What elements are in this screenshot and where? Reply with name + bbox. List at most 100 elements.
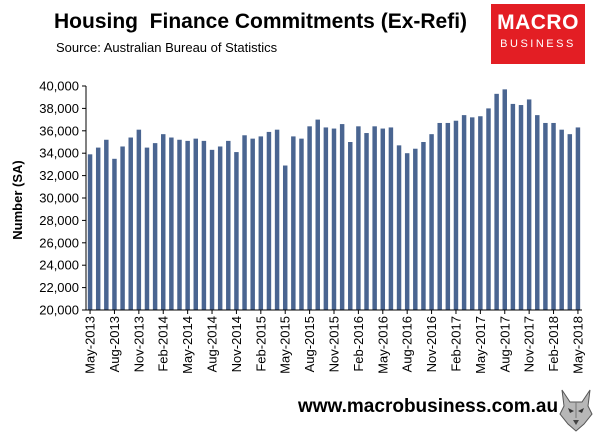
x-tick-label: May-2017: [473, 316, 488, 374]
bar-Apr-2017: [469, 117, 475, 310]
bar-Mar-2018: [559, 129, 564, 310]
bar-Dec-2017: [535, 115, 540, 311]
bar-May-2017: [478, 116, 483, 311]
x-tick-label: May-2015: [278, 316, 293, 374]
bar-Sep-2016: [413, 148, 418, 310]
y-tick-label: 20,000: [39, 303, 79, 318]
y-tick-label: 22,000: [39, 280, 79, 295]
x-tick-label: Feb-2015: [253, 316, 268, 372]
x-tick-label: Feb-2014: [156, 316, 171, 372]
bar-Jan-2017: [445, 122, 451, 311]
x-tick-label: May-2013: [83, 316, 98, 374]
bar-Nov-2015: [331, 128, 337, 310]
y-axis-label: Number (SA): [10, 160, 25, 239]
bar-Aug-2015: [307, 126, 312, 310]
bar-May-2016: [380, 128, 386, 310]
x-tick-label: Feb-2016: [351, 316, 366, 372]
bar-Sep-2017: [510, 103, 516, 310]
bar-Jul-2015: [299, 138, 304, 310]
bar-Jun-2015: [291, 136, 296, 310]
bar-Sep-2014: [217, 146, 223, 310]
bar-chart: 20,000 22,000 24,000 26,000 28,000 30,000 32,0…: [10, 79, 585, 374]
bar-Jun-2017: [486, 108, 491, 311]
bar-Dec-2014: [242, 135, 247, 310]
x-tick-label: Aug-2017: [497, 316, 512, 372]
chart-title: Housing Finance Commitments (Ex-Refi): [54, 10, 468, 33]
bar-Jul-2013: [104, 139, 109, 310]
bar-Nov-2014: [234, 152, 239, 310]
bar-Apr-2014: [177, 139, 182, 310]
bar-Nov-2017: [526, 99, 532, 310]
bar-Jul-2017: [494, 93, 499, 310]
x-tick-label: Feb-2017: [448, 316, 463, 372]
bar-Oct-2017: [518, 105, 524, 310]
bar-May-2013: [87, 154, 93, 310]
x-tick-label: Nov-2016: [424, 316, 439, 372]
bar-Jul-2014: [201, 140, 207, 310]
bar-Apr-2018: [567, 134, 573, 310]
y-axis-ticks: 20,000 22,000 24,000 26,000 28,000 30,000 32,0…: [39, 79, 86, 318]
y-tick-label: 36,000: [39, 123, 79, 138]
bar-May-2015: [282, 165, 288, 310]
bar-Mar-2016: [364, 133, 369, 310]
bar-Jan-2016: [348, 142, 353, 310]
bar-Dec-2013: [144, 147, 150, 310]
bar-Feb-2017: [453, 120, 459, 310]
y-tick-label: 30,000: [39, 191, 79, 206]
x-tick-label: Aug-2014: [205, 316, 220, 372]
bar-Oct-2015: [323, 127, 329, 310]
bar-Oct-2016: [421, 142, 426, 310]
y-tick-label: 38,000: [39, 101, 79, 116]
bar-Oct-2013: [128, 137, 133, 310]
bar-Jun-2014: [193, 138, 198, 310]
bar-Nov-2016: [429, 134, 434, 310]
bar-Jan-2015: [250, 138, 255, 310]
bar-Mar-2014: [169, 137, 174, 310]
y-tick-label: 40,000: [39, 79, 79, 94]
y-tick-label: 24,000: [39, 258, 79, 273]
x-tick-label: Aug-2016: [400, 316, 415, 372]
bar-Jun-2016: [388, 127, 394, 310]
bar-Apr-2015: [274, 129, 280, 310]
bar-series: [87, 89, 581, 311]
x-tick-label: Nov-2013: [131, 316, 146, 372]
y-tick-label: 34,000: [39, 146, 79, 161]
x-tick-label: Aug-2013: [107, 316, 122, 372]
bar-Apr-2016: [372, 126, 377, 310]
bar-Feb-2015: [258, 136, 264, 310]
x-tick-label: Aug-2015: [302, 316, 317, 372]
x-tick-label: Nov-2017: [522, 316, 537, 372]
y-tick-label: 32,000: [39, 168, 79, 183]
bar-Jan-2018: [543, 122, 548, 311]
bar-Aug-2017: [502, 89, 507, 310]
bar-Mar-2015: [266, 131, 272, 310]
x-tick-label: May-2014: [180, 316, 195, 374]
logo-line-business: BUSINESS: [500, 38, 576, 50]
bar-Aug-2013: [112, 158, 117, 310]
bar-May-2014: [185, 140, 190, 310]
bar-Dec-2016: [437, 122, 442, 311]
bar-Jul-2016: [396, 145, 402, 310]
x-axis-ticks: May-2013 Aug-2013 Nov-2013 Feb-2014 May-2014…: [83, 310, 585, 374]
bar-Aug-2014: [209, 149, 215, 310]
bar-Feb-2014: [161, 134, 166, 310]
bar-May-2018: [575, 127, 581, 310]
bar-Nov-2013: [136, 129, 142, 310]
bar-Jun-2013: [95, 147, 101, 310]
bar-Jan-2014: [152, 143, 158, 310]
bar-Sep-2015: [315, 119, 320, 310]
bar-Feb-2016: [356, 126, 361, 310]
x-tick-label: May-2016: [375, 316, 390, 374]
x-tick-label: Nov-2014: [229, 316, 244, 372]
chart-subtitle: Source: Australian Bureau of Statistics: [56, 40, 278, 55]
bar-Aug-2016: [404, 153, 410, 310]
wolf-head-icon: [559, 389, 593, 432]
footer-url[interactable]: www.macrobusiness.com.au: [298, 396, 559, 417]
x-tick-label: Nov-2015: [327, 316, 342, 372]
macrobusiness-logo: MACRO BUSINESS: [491, 4, 585, 64]
x-tick-label: May-2018: [570, 316, 585, 374]
bar-Dec-2015: [339, 124, 345, 310]
bar-Oct-2014: [226, 140, 231, 310]
bar-Feb-2018: [551, 122, 556, 311]
y-tick-label: 26,000: [39, 235, 79, 250]
